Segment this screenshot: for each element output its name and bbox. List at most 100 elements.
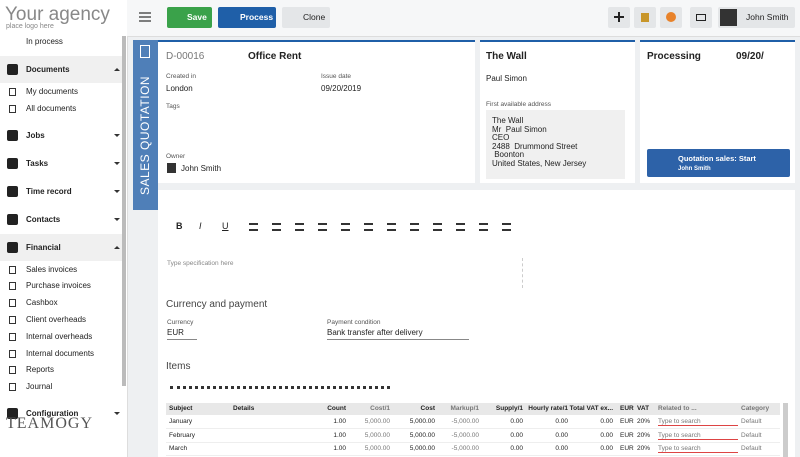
menu-section[interactable]: Contacts (0, 205, 122, 233)
notes-button[interactable] (634, 7, 656, 28)
table-cell: 0.00 (555, 445, 568, 452)
format-button[interactable]: I (199, 221, 202, 231)
menu-section[interactable]: Configuration (0, 400, 122, 427)
client-title: The Wall (486, 51, 527, 62)
table-cell: 5,000.00 (364, 431, 390, 439)
submenu-icon (9, 265, 16, 274)
address-line: Boonton (492, 150, 525, 160)
condition-select[interactable]: Bank transfer after delivery (327, 328, 469, 340)
submenu-item[interactable]: Journal (26, 382, 53, 392)
table-cell: EUR (620, 445, 634, 452)
submenu-item[interactable]: All documents (26, 103, 77, 113)
clone-label: Clone (303, 12, 326, 22)
section-icon (7, 185, 18, 197)
table-header (166, 403, 780, 415)
tool-icon[interactable] (318, 223, 327, 231)
chevron (114, 161, 120, 165)
client-contact: Paul Simon (486, 74, 527, 83)
menu-section[interactable]: Documents (0, 56, 122, 83)
payment-title: Currency and payment (166, 299, 268, 310)
print-icon (696, 14, 706, 21)
column-header: EUR (620, 405, 634, 412)
submenu-item[interactable]: My documents (26, 87, 79, 96)
submenu-icon (9, 104, 16, 113)
format-button[interactable]: B (176, 221, 183, 231)
clone-button[interactable]: Clone (282, 7, 330, 28)
section-icon (7, 157, 18, 169)
submenu-item[interactable]: Internal documents (26, 348, 95, 358)
table-cell[interactable]: Type to search (658, 432, 738, 440)
doc-icon (140, 45, 150, 58)
submenu-item[interactable]: Purchase invoices (26, 281, 91, 291)
created-label: Created in (166, 73, 196, 80)
section-icon (7, 408, 18, 419)
table-cell[interactable]: Type to search (658, 445, 738, 453)
table-row (166, 415, 780, 429)
logo: Your agency (5, 4, 110, 25)
menu-section[interactable]: Time record (0, 177, 122, 205)
table-row (166, 429, 780, 443)
table-cell: 5,000.00 (364, 418, 390, 425)
submenu-item[interactable]: Reports (26, 365, 55, 375)
action-user: John Smith (678, 166, 711, 172)
address-line: United States, New Jersey (492, 158, 587, 168)
column-header: Count (327, 405, 346, 412)
submenu-item[interactable]: Client overheads (26, 315, 87, 324)
tool-icon[interactable] (410, 223, 419, 231)
save-button[interactable]: Save (167, 7, 212, 28)
submenu-icon (9, 282, 16, 291)
tool-icon[interactable] (295, 223, 304, 231)
submenu-item[interactable]: Sales invoices (26, 264, 78, 274)
section-label: Configuration (26, 409, 79, 418)
tool-icon[interactable] (341, 223, 350, 231)
tool-icon[interactable] (249, 223, 258, 231)
table-cell: March (169, 445, 188, 452)
currency-select[interactable]: EUR (167, 328, 197, 340)
tool-icon[interactable] (502, 223, 511, 231)
menu-item[interactable]: In process (26, 37, 63, 46)
address-label: First available address (486, 101, 552, 108)
menu-section[interactable]: Tasks (0, 149, 122, 177)
tool-icon[interactable] (479, 223, 488, 231)
table-cell: 20% (637, 445, 651, 452)
user-name: John Smith (746, 12, 789, 22)
avatar (720, 9, 737, 26)
tool-icon[interactable] (433, 223, 442, 231)
print-button[interactable] (690, 7, 712, 28)
owner: John Smith (181, 164, 222, 173)
table-cell[interactable]: Type to search (658, 418, 738, 426)
tool-icon[interactable] (456, 223, 465, 231)
format-button[interactable]: U (222, 221, 229, 231)
submenu-item[interactable]: Internal overheads (26, 331, 93, 341)
submenu-icon (9, 299, 16, 308)
process-button[interactable]: Process (218, 7, 276, 28)
table-cell: Default (741, 431, 762, 439)
doc-type: SALES QUOTATION (138, 75, 152, 195)
process-label: Process (240, 12, 274, 22)
tool-icon[interactable] (272, 223, 281, 231)
user-button[interactable]: John Smith (718, 7, 795, 28)
menu-section[interactable]: Jobs (0, 121, 122, 149)
table-cell: EUR (620, 431, 634, 439)
table-scrollbar (783, 403, 788, 457)
submenu-icon (9, 366, 16, 375)
table-cell: 1.00 (333, 431, 346, 439)
section-icon (7, 213, 18, 225)
help-button[interactable] (660, 7, 682, 28)
section-icon (7, 64, 18, 75)
menu-toggle[interactable] (139, 11, 151, 23)
menu-section[interactable]: Financial (0, 233, 122, 261)
submenu-icon (9, 316, 16, 324)
section-label: Contacts (26, 214, 61, 224)
items-toolbar (170, 386, 390, 397)
chevron (114, 412, 120, 415)
tool-icon[interactable] (364, 223, 373, 231)
submenu-item[interactable]: Cashbox (26, 298, 58, 308)
brand-logo: TEAMOGY (6, 415, 93, 432)
tool-icon[interactable] (387, 223, 396, 231)
column-header: Hourly rate/1 (528, 405, 568, 412)
table-cell: 1.00 (333, 418, 346, 425)
action-button[interactable]: Quotation sales: Start John Smith (647, 149, 790, 177)
